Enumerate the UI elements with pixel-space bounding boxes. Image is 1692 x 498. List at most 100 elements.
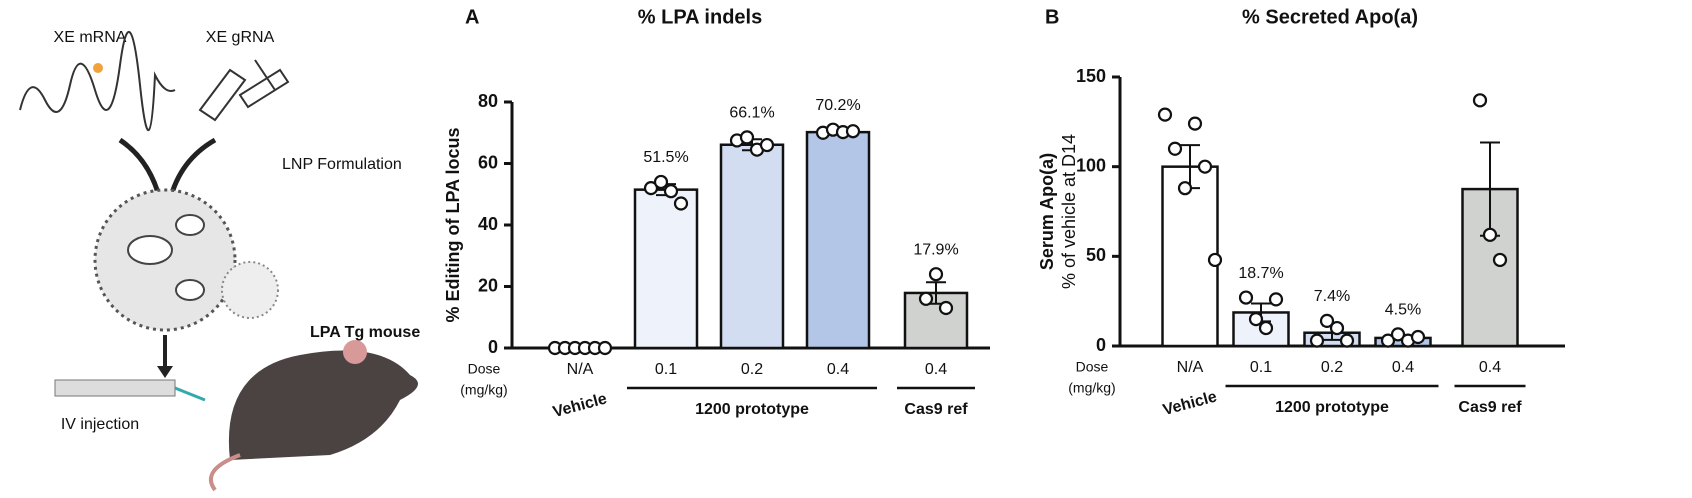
mouse-tail bbox=[208, 453, 241, 492]
data-point bbox=[1167, 141, 1183, 156]
data-point bbox=[1258, 320, 1274, 336]
lnp-core bbox=[175, 214, 205, 236]
arrow-head bbox=[157, 366, 173, 378]
y-tick-label: 0 bbox=[488, 337, 498, 357]
group-label: Cas9 ref bbox=[1458, 399, 1522, 416]
value-label: 51.5% bbox=[643, 149, 688, 166]
mouse-ear bbox=[343, 340, 367, 364]
lnp-core bbox=[175, 279, 205, 301]
bar bbox=[805, 130, 871, 350]
x-tick-label: 0.4 bbox=[1392, 359, 1414, 376]
chart-panel: A % LPA indels % Editing of LPA locus 0 20 40… bbox=[443, 6, 990, 421]
value-label: 18.7% bbox=[1238, 265, 1283, 282]
data-point bbox=[759, 137, 775, 153]
bar bbox=[719, 143, 785, 350]
y-tick-label: 20 bbox=[478, 275, 498, 295]
data-point bbox=[918, 291, 934, 306]
y-axis-label: Serum Apo(a) bbox=[1037, 153, 1057, 270]
data-point bbox=[1390, 327, 1406, 342]
data-point bbox=[1410, 329, 1426, 345]
data-point bbox=[1157, 107, 1173, 122]
x-tick-label: 0.2 bbox=[741, 361, 763, 378]
needle bbox=[174, 386, 206, 402]
y-tick-label: 40 bbox=[478, 214, 498, 234]
cap-icon bbox=[93, 63, 103, 73]
x-tick-label: 0.1 bbox=[1250, 359, 1272, 376]
x-tick-label: N/A bbox=[1177, 359, 1204, 376]
mouse-label: LPA Tg mouse bbox=[310, 324, 420, 341]
y-tick-label: 80 bbox=[478, 91, 498, 111]
data-point bbox=[673, 196, 689, 211]
data-point bbox=[1329, 320, 1345, 336]
data-point bbox=[928, 267, 944, 282]
value-label: 7.4% bbox=[1314, 288, 1350, 305]
lnp-particle bbox=[221, 261, 279, 319]
chart-panel: B % Secreted Apo(a) Serum Apo(a)% of vehic… bbox=[1037, 6, 1565, 419]
data-point bbox=[845, 124, 861, 139]
dose-label: Dose bbox=[468, 361, 501, 377]
mouse bbox=[228, 350, 418, 460]
data-point bbox=[1207, 252, 1223, 268]
mrna-label: XE mRNA bbox=[54, 29, 127, 46]
lnp-core bbox=[127, 235, 173, 265]
data-point bbox=[1472, 93, 1488, 108]
chart-title: % LPA indels bbox=[638, 6, 762, 28]
x-tick-label: 0.4 bbox=[925, 361, 947, 378]
y-tick-label: 0 bbox=[1096, 335, 1106, 355]
dose-label: (mg/kg) bbox=[1068, 380, 1115, 396]
y-axis-label: % of vehicle at D14 bbox=[1059, 134, 1079, 289]
x-tick-label: N/A bbox=[567, 361, 594, 378]
data-point bbox=[597, 340, 613, 356]
data-point bbox=[643, 181, 659, 196]
data-point bbox=[1177, 181, 1193, 196]
panel-letter: B bbox=[1045, 6, 1059, 28]
data-point bbox=[663, 184, 679, 199]
value-label: 70.2% bbox=[815, 97, 860, 114]
mrna-strand bbox=[19, 31, 176, 131]
x-tick-label: 0.1 bbox=[655, 361, 677, 378]
chart-title: % Secreted Apo(a) bbox=[1242, 6, 1418, 28]
data-point bbox=[1380, 333, 1396, 348]
data-point bbox=[1268, 292, 1284, 307]
group-label: 1200 prototype bbox=[1275, 399, 1389, 416]
lnp-label: LNP Formulation bbox=[282, 156, 402, 173]
schematic: XE mRNA XE gRNA LNP Formulation LPA Tg m… bbox=[19, 29, 420, 492]
group-label: 1200 prototype bbox=[695, 401, 809, 418]
group-label: Vehicle bbox=[1161, 388, 1219, 419]
x-tick-label: 0.2 bbox=[1321, 359, 1343, 376]
data-point bbox=[653, 174, 669, 190]
injection-label: IV injection bbox=[61, 416, 139, 433]
y-tick-label: 150 bbox=[1076, 66, 1106, 86]
data-point bbox=[1482, 227, 1498, 242]
group-label: Vehicle bbox=[551, 390, 609, 421]
grna-label: XE gRNA bbox=[206, 29, 275, 46]
group-label: Cas9 ref bbox=[904, 401, 968, 418]
data-point bbox=[1492, 252, 1508, 268]
grna-shapes bbox=[198, 59, 290, 122]
data-point bbox=[1197, 159, 1213, 174]
y-axis-label: % Editing of LPA locus bbox=[443, 128, 463, 323]
panel-letter: A bbox=[465, 6, 479, 28]
data-point bbox=[1339, 333, 1355, 348]
syringe bbox=[54, 379, 176, 397]
data-point bbox=[1248, 312, 1264, 327]
x-tick-label: 0.4 bbox=[1479, 359, 1501, 376]
bar bbox=[1161, 165, 1219, 348]
data-point bbox=[1309, 333, 1325, 348]
data-point bbox=[1238, 290, 1254, 305]
x-tick-label: 0.4 bbox=[827, 361, 849, 378]
y-tick-label: 60 bbox=[478, 152, 498, 172]
data-point bbox=[1319, 313, 1335, 328]
dose-label: (mg/kg) bbox=[460, 382, 507, 398]
data-point bbox=[1187, 116, 1203, 131]
value-label: 66.1% bbox=[729, 105, 774, 122]
dose-label: Dose bbox=[1076, 359, 1109, 375]
value-label: 17.9% bbox=[913, 241, 958, 258]
bar bbox=[633, 188, 699, 350]
y-tick-label: 50 bbox=[1086, 245, 1106, 265]
data-point bbox=[938, 300, 954, 316]
y-tick-label: 100 bbox=[1076, 155, 1106, 175]
value-label: 4.5% bbox=[1385, 302, 1421, 319]
